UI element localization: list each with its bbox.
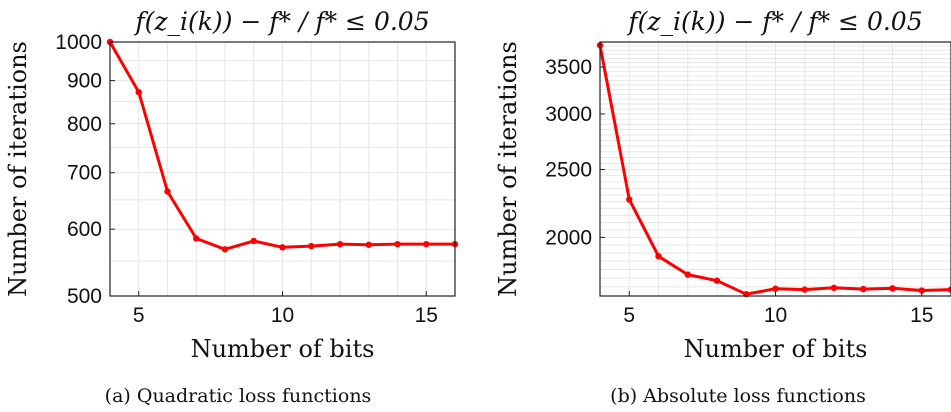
data-point [860,285,867,293]
data-point [655,253,662,260]
chart-panel-a: 5 10 15 500 600 700 800 900 1000 f(z_i(k)) − f*… [4,7,459,407]
data-point [423,240,430,248]
y-axis-label: Number of iterations [4,41,32,297]
figure-caption: (b) Absolute loss functions [610,385,866,407]
x-axis-label: Number of bits [684,335,868,363]
data-point [336,240,344,248]
y-tick-label: 500 [67,285,102,308]
data-point [250,237,257,245]
x-tick-label: 10 [271,304,294,327]
data-point [684,271,691,278]
chart-panel-b: 5 10 15 2000 2500 3000 3500 f(z_i(k)) − f* / … [494,7,951,407]
x-tick-label: 5 [133,304,145,327]
x-tick-label: 5 [623,304,635,327]
data-point [164,188,171,195]
y-tick-label: 600 [67,218,102,241]
data-point [365,241,372,248]
data-point [772,285,779,292]
data-point [135,88,142,96]
y-tick-label: 900 [67,70,102,93]
data-point [221,246,229,253]
data-point [918,287,925,294]
figure-caption: (a) Quadratic loss functions [105,385,372,407]
y-tick-label: 2000 [545,226,592,249]
data-point [713,277,721,284]
y-tick-label: 3000 [545,103,592,126]
data-point [830,284,838,292]
data-point [308,242,315,250]
data-point [889,285,896,292]
x-tick-label: 10 [764,304,787,327]
data-point [394,240,401,248]
x-tick-label: 15 [415,304,438,327]
y-axis-label: Number of iterations [494,41,522,297]
y-tick-label: 3500 [545,56,592,79]
y-tick-label: 2500 [545,158,592,181]
chart-title: f(z_i(k)) − f* / f* ≤ 0.05 [133,7,429,36]
data-point [947,286,951,293]
x-tick-label: 15 [910,304,933,327]
data-point [279,244,286,251]
y-tick-label: 1000 [55,31,102,54]
x-axis-label: Number of bits [191,335,375,363]
y-tick-label: 800 [67,113,102,136]
data-point [193,235,200,242]
chart-title: f(z_i(k)) − f* / f* ≤ 0.05 [626,7,922,36]
data-point [626,196,633,203]
y-tick-label: 700 [67,162,102,185]
data-point [801,286,808,293]
